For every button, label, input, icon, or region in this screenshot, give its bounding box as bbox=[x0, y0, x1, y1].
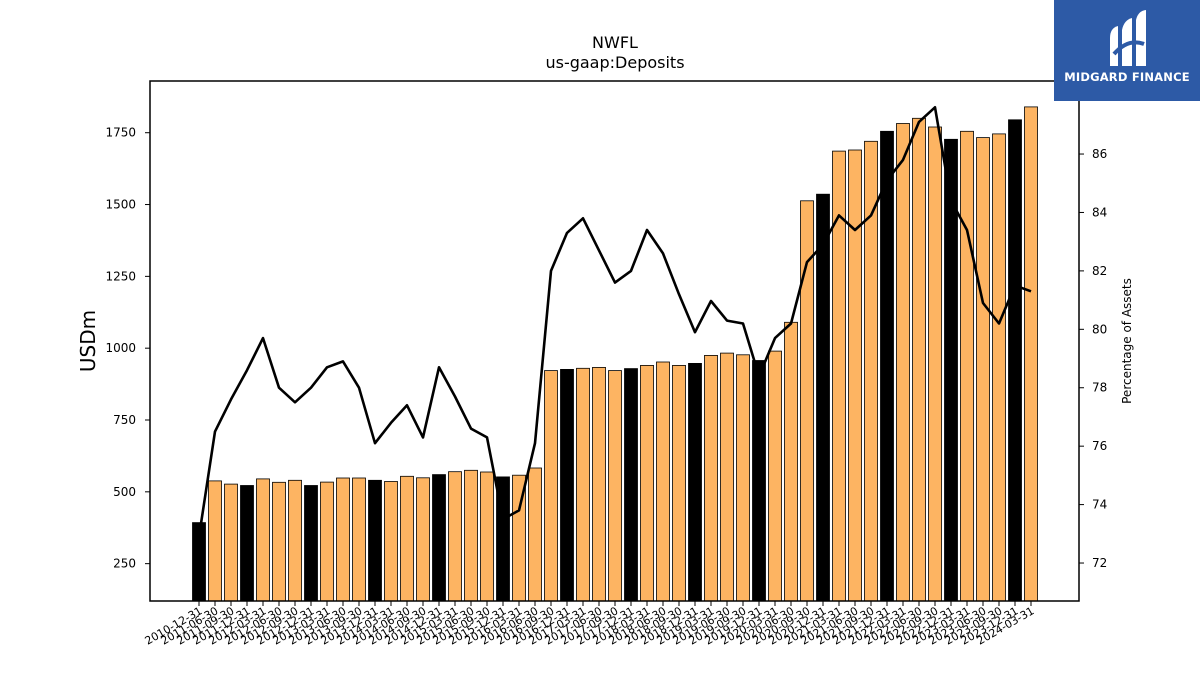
y-tick-label: 1750 bbox=[105, 126, 136, 140]
y-axis-label-left: USDm bbox=[76, 310, 100, 372]
y-axis-right: 72 74 76 78 80 82 84 86 bbox=[1079, 147, 1107, 570]
bars-group bbox=[192, 106, 1038, 602]
bar-2012-09-30 bbox=[288, 479, 302, 602]
bar-2012-12-31 bbox=[304, 485, 318, 602]
chart-title: NWFL bbox=[592, 33, 638, 52]
bar-2018-12-31 bbox=[688, 362, 702, 602]
bar-2013-09-30 bbox=[352, 477, 366, 602]
bar-2019-09-30 bbox=[736, 354, 750, 602]
y-tick-label: 1500 bbox=[105, 198, 136, 212]
bar-2019-06-30 bbox=[720, 352, 734, 602]
bar-2020-12-31 bbox=[816, 193, 830, 602]
logo-mark-icon bbox=[1110, 10, 1146, 66]
y-right-tick-label: 74 bbox=[1092, 498, 1107, 512]
bar-2023-06-30 bbox=[976, 137, 990, 602]
bar-2020-03-31 bbox=[768, 350, 782, 602]
bar-2020-06-30 bbox=[784, 321, 798, 602]
bar-2021-09-30 bbox=[864, 140, 878, 602]
percentage-of-assets-line bbox=[197, 106, 1032, 537]
bar-2016-12-31 bbox=[560, 368, 574, 602]
bar-2024-03-31 bbox=[1024, 106, 1038, 602]
bar-2014-12-31 bbox=[432, 474, 446, 602]
y-right-tick-label: 72 bbox=[1092, 556, 1107, 570]
brand-logo: MIDGARD FINANCE bbox=[1054, 0, 1200, 101]
y-axis-label-right: Percentage of Assets bbox=[1120, 278, 1134, 404]
bar-2012-03-31 bbox=[256, 478, 270, 602]
bar-2013-12-31 bbox=[368, 479, 382, 602]
y-tick-label: 1000 bbox=[105, 341, 136, 355]
line-group bbox=[197, 106, 1032, 537]
bar-2018-06-30 bbox=[656, 361, 670, 602]
bar-2021-12-31 bbox=[880, 130, 894, 602]
bar-2017-12-31 bbox=[624, 368, 638, 602]
y-right-tick-label: 78 bbox=[1092, 381, 1107, 395]
bar-2017-09-30 bbox=[608, 370, 622, 602]
y-tick-label: 1250 bbox=[105, 269, 136, 283]
bar-2014-09-30 bbox=[416, 477, 430, 602]
bar-2015-06-30 bbox=[464, 469, 478, 602]
y-right-tick-label: 76 bbox=[1092, 439, 1107, 453]
x-axis: 2010-12-312011-06-302011-09-302011-12-31… bbox=[143, 601, 1037, 648]
bar-2013-03-31 bbox=[320, 481, 334, 602]
y-tick-label: 750 bbox=[113, 413, 136, 427]
y-tick-label: 500 bbox=[113, 485, 136, 499]
bar-2011-12-31 bbox=[240, 485, 254, 602]
bar-2023-12-31 bbox=[1008, 119, 1022, 602]
y-right-tick-label: 80 bbox=[1092, 322, 1107, 336]
bar-2022-03-31 bbox=[896, 123, 910, 602]
bar-2022-09-30 bbox=[928, 126, 942, 602]
bar-2011-06-30 bbox=[208, 480, 222, 602]
bar-2013-06-30 bbox=[336, 477, 350, 602]
bar-2019-12-31 bbox=[752, 360, 766, 602]
y-right-tick-label: 84 bbox=[1092, 205, 1107, 219]
bar-2011-09-30 bbox=[224, 483, 238, 602]
brand-name: MIDGARD FINANCE bbox=[1064, 70, 1190, 84]
y-right-tick-label: 82 bbox=[1092, 264, 1107, 278]
bar-2012-06-30 bbox=[272, 481, 286, 602]
y-right-tick-label: 86 bbox=[1092, 147, 1107, 161]
bar-2014-06-30 bbox=[400, 475, 414, 602]
y-tick-label: 250 bbox=[113, 557, 136, 571]
bar-2016-06-30 bbox=[528, 467, 542, 602]
bar-2019-03-31 bbox=[704, 354, 718, 602]
bar-2018-03-31 bbox=[640, 364, 654, 602]
bar-2022-06-30 bbox=[912, 117, 926, 602]
bar-2014-03-31 bbox=[384, 481, 398, 602]
chart-subtitle: us-gaap:Deposits bbox=[545, 53, 684, 72]
bar-2017-06-30 bbox=[592, 366, 606, 602]
bar-2015-03-31 bbox=[448, 471, 462, 602]
bar-2021-06-30 bbox=[848, 149, 862, 602]
y-axis-left: 250 500 750 1000 1250 1500 1750 bbox=[105, 126, 150, 571]
bar-2018-09-30 bbox=[672, 364, 686, 602]
bar-2015-09-30 bbox=[480, 471, 494, 602]
bar-2023-09-30 bbox=[992, 133, 1006, 602]
bar-2023-03-31 bbox=[960, 130, 974, 602]
bar-2017-03-31 bbox=[576, 367, 590, 602]
bar-2016-09-30 bbox=[544, 370, 558, 602]
